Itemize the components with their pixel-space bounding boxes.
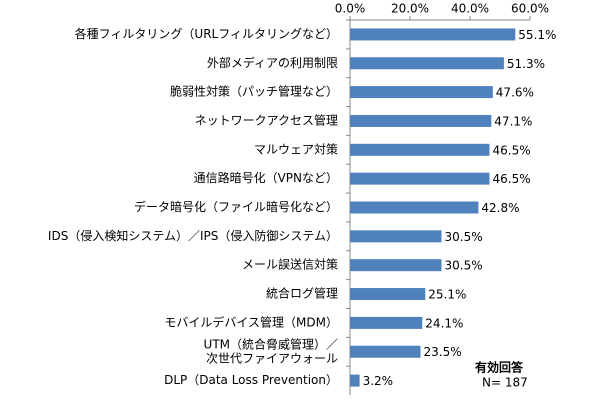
bar — [350, 259, 442, 272]
x-tick-label: 20.0% — [391, 2, 429, 16]
bar — [350, 345, 421, 358]
value-label: 25.1% — [428, 288, 466, 302]
bar — [350, 28, 516, 41]
bar — [350, 230, 442, 243]
bar — [350, 374, 360, 387]
annotation: 有効回答 — [475, 360, 524, 375]
bar — [350, 316, 423, 329]
category-label: データ暗号化（ファイル暗号化など） — [134, 199, 338, 214]
value-label: 55.1% — [518, 28, 556, 42]
value-label: 47.1% — [494, 114, 532, 128]
value-label: 42.8% — [481, 201, 519, 215]
category-label: IDS（侵入検知システム）／IPS（侵入防御システム） — [48, 228, 338, 243]
category-label: 脆弱性対策（パッチ管理など） — [170, 84, 338, 99]
category-label: UTM（統合脅威管理）／次世代ファイアウォール — [204, 336, 338, 365]
x-tick-label: 60.0% — [511, 2, 549, 16]
category-label: 統合ログ管理 — [266, 286, 338, 301]
category-label: 外部メディアの利用制限 — [207, 55, 338, 70]
bar — [350, 57, 504, 70]
category-label: ネットワークアクセス管理 — [195, 112, 338, 127]
value-label: 3.2% — [363, 374, 394, 388]
category-label: 通信路暗号化（VPNなど） — [194, 170, 338, 185]
category-label: DLP（Data Loss Prevention） — [164, 373, 338, 387]
annotation: N= 187 — [482, 376, 528, 390]
value-label: 30.5% — [445, 230, 483, 244]
value-label: 30.5% — [445, 259, 483, 273]
category-label: マルウェア対策 — [254, 142, 338, 156]
value-label: 51.3% — [507, 57, 545, 71]
bar — [350, 143, 490, 156]
x-tick-label: 40.0% — [451, 2, 489, 16]
category-label: モバイルデバイス管理（MDM） — [164, 314, 338, 329]
value-label: 24.1% — [425, 316, 463, 330]
bar — [350, 288, 426, 301]
bar — [350, 172, 490, 185]
bar — [350, 201, 479, 214]
value-label: 46.5% — [493, 172, 531, 186]
bar — [350, 86, 493, 99]
bar — [350, 114, 492, 127]
value-label: 46.5% — [493, 143, 531, 157]
value-label: 23.5% — [424, 345, 462, 359]
category-label: 各種フィルタリング（URLフィルタリングなど） — [75, 26, 338, 41]
x-tick-label: 0.0% — [335, 2, 366, 16]
value-label: 47.6% — [496, 86, 534, 100]
category-label: メール誤送信対策 — [242, 257, 338, 272]
